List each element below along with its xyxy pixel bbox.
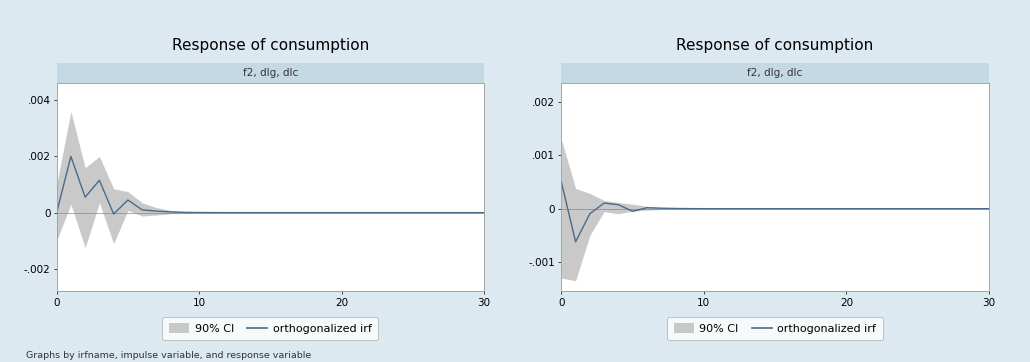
Text: f2, dlg, dlc: f2, dlg, dlc (243, 68, 298, 78)
Text: Response of consumption: Response of consumption (677, 38, 873, 53)
X-axis label: step: step (258, 311, 283, 323)
Legend: 90% CI, orthogonalized irf: 90% CI, orthogonalized irf (163, 317, 378, 340)
Text: Response of consumption: Response of consumption (172, 38, 369, 53)
Text: Graphs by irfname, impulse variable, and response variable: Graphs by irfname, impulse variable, and… (26, 351, 311, 360)
X-axis label: step: step (762, 311, 788, 323)
Text: f2, dlg, dlc: f2, dlg, dlc (748, 68, 802, 78)
Legend: 90% CI, orthogonalized irf: 90% CI, orthogonalized irf (667, 317, 883, 340)
